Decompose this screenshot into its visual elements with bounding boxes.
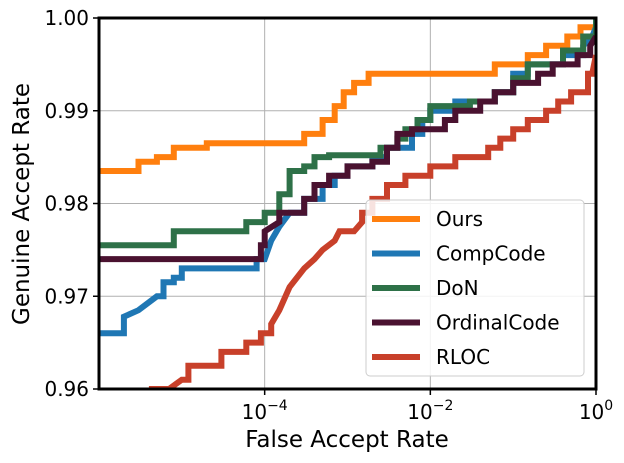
series-group: [99, 18, 596, 389]
legend-label-ours: Ours: [436, 207, 483, 231]
y-tick-label: 1.00: [44, 6, 89, 30]
legend-label-don: DoN: [436, 276, 479, 300]
legend-label-compcode: CompCode: [436, 242, 546, 266]
legend-box: [365, 199, 585, 377]
series-line-ours: [99, 18, 596, 174]
x-axis: 10−4 10−2 100: [242, 389, 613, 424]
y-tick-label: 0.97: [44, 284, 89, 308]
x-tick-label: 100: [579, 398, 613, 424]
y-tick-label: 0.99: [44, 99, 89, 123]
y-axis-label: Genuine Accept Rate: [9, 83, 35, 325]
x-tick-label: 10−2: [407, 398, 453, 424]
x-tick-label: 10−4: [242, 398, 288, 424]
series-line-rloc: [148, 54, 596, 389]
x-axis-label: False Accept Rate: [245, 427, 449, 453]
legend-label-rloc: RLOC: [436, 345, 490, 369]
legend-label-ordinalcode: OrdinalCode: [436, 311, 560, 335]
legend: Ours CompCode DoN OrdinalCode RLOC: [365, 199, 585, 377]
series-line-ordinalcode: [99, 34, 596, 263]
y-tick-label: 0.98: [44, 192, 89, 216]
y-tick-label: 0.96: [44, 377, 89, 401]
y-axis: 0.96 0.97 0.98 0.99 1.00: [44, 6, 99, 401]
